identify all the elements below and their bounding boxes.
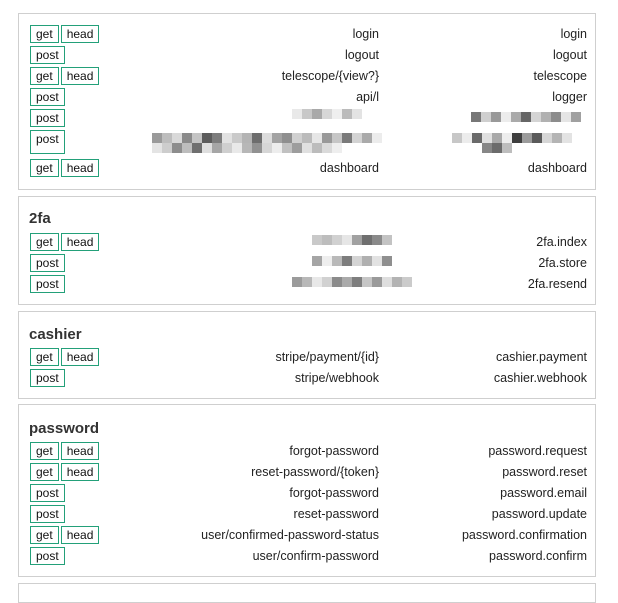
route-row: get head forgot-password password.reques… <box>19 442 597 463</box>
route-uri: reset-password <box>293 507 379 521</box>
method-badge-post: post <box>30 505 65 523</box>
method-badge-post: post <box>30 275 65 293</box>
route-row: post user/confirm-password password.conf… <box>19 547 597 568</box>
method-badge-post: post <box>30 254 65 272</box>
redacted-uri <box>292 109 362 119</box>
method-badge-head: head <box>60 159 100 177</box>
route-row: post reset-password password.update <box>19 505 597 526</box>
method-badge-get: get <box>30 25 59 43</box>
method-badge-head: head <box>60 463 100 481</box>
method-badge-get: get <box>30 67 59 85</box>
group-title: 2fa <box>29 210 51 227</box>
route-name: password.confirmation <box>461 528 587 542</box>
route-group-cashier: cashier get head stripe/payment/{id} cas… <box>18 311 596 399</box>
route-row: get head 2fa.index <box>19 233 597 254</box>
method-badge-head: head <box>60 442 100 460</box>
route-name: logger <box>552 90 587 104</box>
route-row: get head login login <box>19 25 597 46</box>
route-row: get head user/confirmed-password-status … <box>19 526 597 547</box>
route-uri: user/confirm-password <box>252 549 379 563</box>
route-group-2fa: 2fa get head 2fa.index post 2fa.store po… <box>18 196 596 305</box>
method-badge-post: post <box>30 109 65 127</box>
route-name: password.update <box>491 507 587 521</box>
method-badge-post: post <box>30 369 65 387</box>
redacted-name <box>452 133 572 153</box>
method-badge-head: head <box>60 526 100 544</box>
route-uri: stripe/webhook <box>294 371 379 385</box>
route-row: post <box>19 130 597 156</box>
route-row: get head telescope/{view?} telescope <box>19 67 597 88</box>
route-row: post logout logout <box>19 46 597 67</box>
method-badge-post: post <box>30 484 65 502</box>
route-name: dashboard <box>527 161 587 175</box>
method-badge-post: post <box>30 88 65 106</box>
route-name: cashier.webhook <box>493 371 587 385</box>
redacted-uri <box>312 256 392 266</box>
route-row: post 2fa.resend <box>19 275 597 296</box>
method-badge-head: head <box>60 348 100 366</box>
method-badge-get: get <box>30 463 59 481</box>
route-name: password.reset <box>502 465 587 479</box>
method-badge-get: get <box>30 526 59 544</box>
route-row: post <box>19 109 597 130</box>
route-uri: telescope/{view?} <box>281 69 379 83</box>
route-row: get head reset-password/{token} password… <box>19 463 597 484</box>
route-uri: user/confirmed-password-status <box>201 528 379 542</box>
method-badge-post: post <box>30 547 65 565</box>
route-name: 2fa.store <box>538 256 587 270</box>
group-title: cashier <box>29 326 82 343</box>
method-badge-post: post <box>30 130 65 154</box>
method-badge-post: post <box>30 46 65 64</box>
route-uri: login <box>352 27 379 41</box>
route-uri: dashboard <box>319 161 379 175</box>
route-group-password: password get head forgot-password passwo… <box>18 404 596 577</box>
route-name: 2fa.resend <box>527 277 587 291</box>
redacted-uri <box>312 235 392 245</box>
route-name: password.request <box>488 444 587 458</box>
method-badge-get: get <box>30 442 59 460</box>
route-name: password.email <box>500 486 587 500</box>
route-row: get head dashboard dashboard <box>19 159 597 180</box>
route-row: get head stripe/payment/{id} cashier.pay… <box>19 348 597 369</box>
group-title: password <box>29 420 100 437</box>
route-group-default: get head login login post logout logout … <box>18 13 596 190</box>
route-group-next <box>18 583 596 603</box>
method-badge-get: get <box>30 233 59 251</box>
route-name: login <box>560 27 587 41</box>
route-name: 2fa.index <box>536 235 587 249</box>
route-uri: forgot-password <box>289 444 379 458</box>
redacted-name <box>471 112 581 122</box>
method-badge-head: head <box>60 233 100 251</box>
route-row: post api/l logger <box>19 88 597 109</box>
method-badge-get: get <box>30 348 59 366</box>
route-uri: api/l <box>356 90 379 104</box>
route-uri: stripe/payment/{id} <box>275 350 379 364</box>
route-name: cashier.payment <box>495 350 587 364</box>
route-name: password.confirm <box>489 549 587 563</box>
route-uri: reset-password/{token} <box>251 465 379 479</box>
method-badge-head: head <box>60 25 100 43</box>
method-badge-get: get <box>30 159 59 177</box>
route-uri: logout <box>344 48 379 62</box>
route-row: post forgot-password password.email <box>19 484 597 505</box>
method-badge-head: head <box>60 67 100 85</box>
route-row: post 2fa.store <box>19 254 597 275</box>
route-uri: forgot-password <box>289 486 379 500</box>
route-name: telescope <box>533 69 587 83</box>
redacted-uri <box>292 277 412 287</box>
route-name: logout <box>552 48 587 62</box>
route-row: post stripe/webhook cashier.webhook <box>19 369 597 390</box>
redacted-uri <box>152 133 382 153</box>
